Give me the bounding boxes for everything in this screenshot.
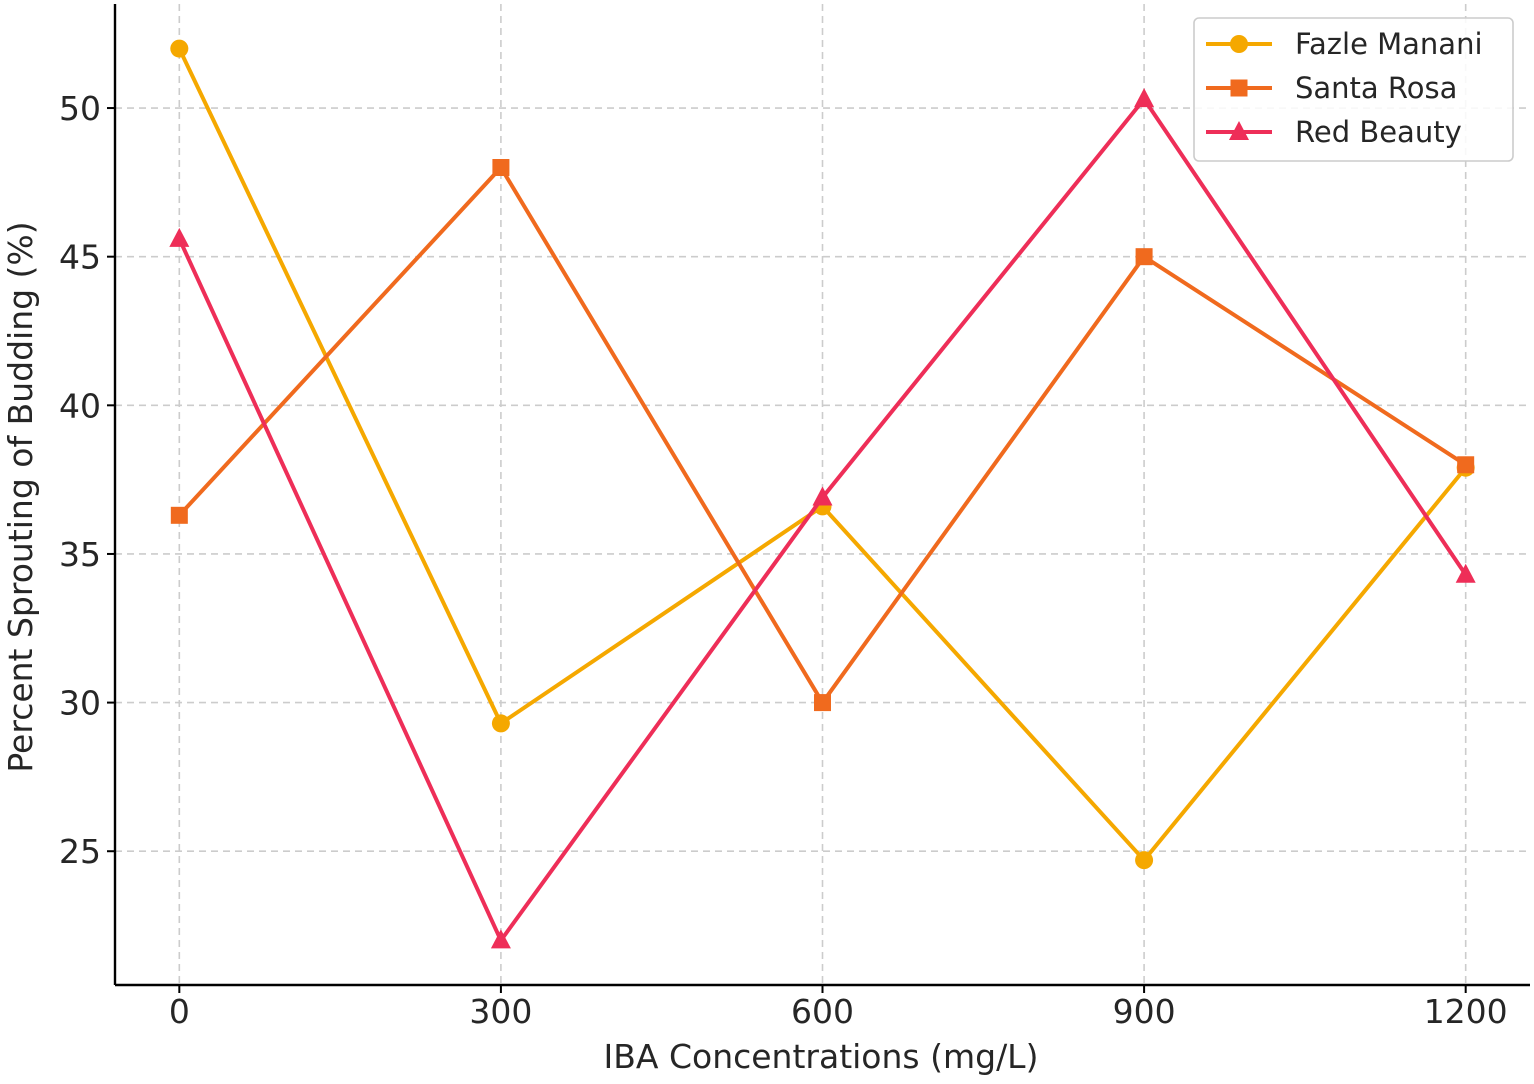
data-point — [1455, 563, 1476, 583]
data-point — [1457, 456, 1475, 474]
data-point — [1135, 248, 1153, 266]
tick-labels: 0 300 600 900 1200 25 30 35 40 45 50 — [59, 89, 1508, 1031]
data-point — [492, 159, 510, 176]
x-tick-label: 600 — [791, 992, 854, 1031]
data-point — [1135, 851, 1154, 870]
series-group — [169, 39, 1476, 949]
legend-item-fazle-manani: Fazle Manani — [1206, 27, 1483, 61]
x-tick-label: 0 — [169, 992, 190, 1031]
y-tick-label: 45 — [59, 238, 101, 277]
data-point — [170, 506, 188, 524]
legend-marker — [1229, 121, 1249, 140]
data-point — [170, 39, 189, 58]
y-tick-label: 35 — [59, 535, 101, 574]
legend-marker — [1230, 79, 1248, 97]
legend-item-santa-rosa: Santa Rosa — [1206, 71, 1457, 105]
data-point — [490, 929, 511, 949]
legend: Fazle Manani Santa Rosa Red Beauty — [1193, 17, 1514, 162]
x-tick-label: 900 — [1113, 992, 1176, 1031]
series-santa-rosa — [170, 159, 1475, 712]
legend-item-red-beauty: Red Beauty — [1206, 115, 1462, 149]
legend-label: Santa Rosa — [1295, 71, 1457, 105]
data-point — [812, 486, 833, 506]
y-tick-label: 40 — [59, 386, 101, 425]
y-tick-label: 30 — [59, 684, 101, 723]
x-axis-title: IBA Concentrations (mg/L) — [604, 1037, 1039, 1076]
data-point — [1134, 88, 1155, 108]
legend-marker — [1230, 35, 1248, 53]
data-point — [814, 694, 831, 712]
legend-label: Red Beauty — [1295, 115, 1462, 149]
legend-box — [1193, 17, 1514, 162]
y-axis-title: Percent Sprouting of Budding (%) — [1, 221, 40, 772]
y-tick-label: 50 — [59, 89, 101, 128]
data-point — [169, 227, 190, 247]
legend-label: Fazle Manani — [1295, 27, 1483, 61]
data-point — [491, 714, 510, 733]
series-red-beauty — [169, 88, 1476, 949]
x-tick-label: 300 — [469, 992, 532, 1031]
y-tick-label: 25 — [59, 832, 101, 871]
x-tick-label: 1200 — [1424, 992, 1508, 1031]
